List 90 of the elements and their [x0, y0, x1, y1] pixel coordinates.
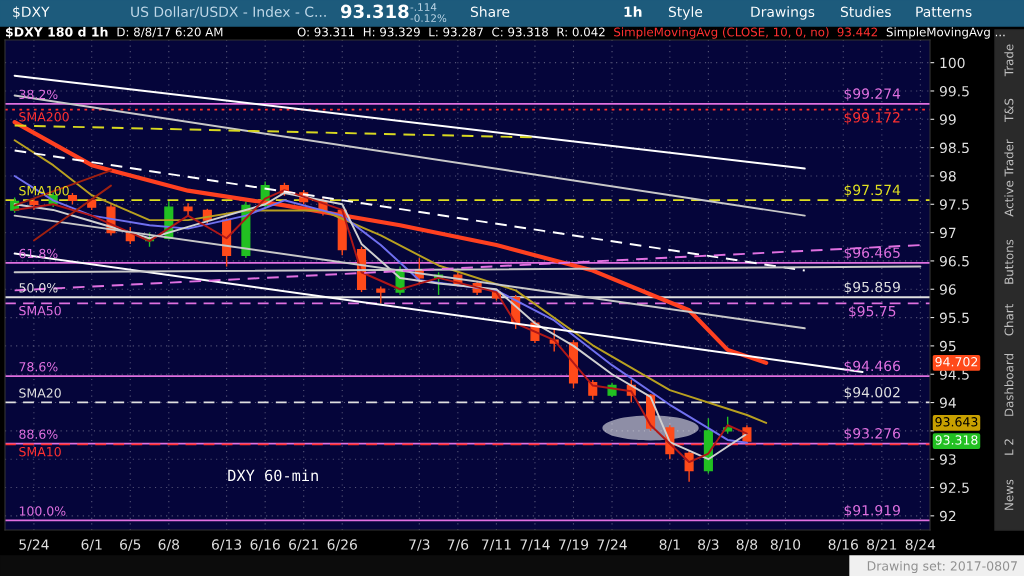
x-tick-label: 8/1 [659, 539, 680, 551]
text: Patterns [916, 6, 972, 18]
chart-title: $DXY 180 d 1h [5, 26, 108, 39]
text: 93.643 [935, 417, 978, 427]
annotation: SMA20 [19, 388, 61, 398]
x-tick-label: 8/21 [867, 539, 897, 551]
x-tick-label: 7/11 [481, 539, 511, 551]
text: US Dollar/USDX - Index - C... [131, 6, 326, 19]
ref-line-label: $96.465 [844, 247, 900, 260]
x-tick-label: 6/1 [81, 539, 102, 551]
annotation: 88.6% [19, 429, 58, 439]
annotation: 50.0% [19, 283, 58, 293]
text: -.114 [410, 3, 437, 11]
text: Style [668, 6, 703, 20]
annotation: SMA200 [19, 112, 69, 122]
y-tick-label: 93 [939, 454, 956, 465]
annotation: SMA10 [19, 446, 61, 457]
ref-line-label: $94.466 [844, 360, 901, 374]
text: Buttons [1004, 239, 1014, 284]
text: SimpleMovingAvg (CLOSE, 10, 0, no) [614, 27, 829, 39]
ref-line-label: $99.172 [844, 111, 900, 125]
text: SimpleMovingAvg ... [886, 27, 1005, 39]
text: 1h [624, 6, 642, 17]
ref-line-label: $93.276 [844, 427, 901, 441]
x-tick-label: 6/8 [158, 539, 180, 551]
text: L: 93.287 [429, 27, 483, 37]
annotation: 100.0% [19, 506, 66, 516]
x-tick-label: 8/3 [698, 539, 719, 551]
x-tick-label: 6/16 [250, 539, 280, 551]
ref-line-label: $95.859 [844, 281, 900, 295]
text: O: 93.311 [297, 27, 355, 37]
text: $DXY [13, 6, 50, 19]
x-tick-label: 8/24 [905, 539, 936, 551]
ref-line-label: $91.919 [844, 504, 900, 518]
text: Dashboard [1004, 354, 1014, 416]
text: H: 93.329 [363, 27, 420, 37]
text: 93.442 [837, 27, 877, 37]
annotation: DXY 60-min [228, 469, 318, 482]
y-tick-label: 98 [939, 170, 956, 182]
x-tick-label: 7/24 [597, 539, 627, 551]
x-tick-label: 7/14 [520, 539, 550, 551]
text: 93.318 [935, 435, 978, 445]
text: T&S [1004, 98, 1014, 122]
annotation: SMA50 [19, 305, 61, 316]
text: News [1004, 479, 1014, 510]
text: -0.12% [410, 14, 447, 23]
annotation: 38.2% [19, 89, 58, 100]
text: Trade [1004, 44, 1014, 77]
text: Share [470, 6, 510, 18]
y-tick-label: 100 [940, 57, 965, 69]
text: Drawings [751, 6, 815, 20]
annotation: 78.6% [19, 362, 58, 372]
text: 94.702 [935, 357, 978, 367]
text: 93.318 [340, 4, 409, 19]
y-tick-label: 96.5 [939, 255, 969, 267]
x-tick-label: 8/8 [736, 539, 758, 551]
y-tick-label: 92 [939, 510, 956, 522]
text: Active Trader [1004, 139, 1014, 217]
line-series [13, 139, 768, 424]
x-tick-label: 7/6 [447, 539, 469, 551]
x-tick-label: 7/19 [559, 539, 589, 551]
text: Studies [840, 6, 891, 18]
text: L 2 [1004, 439, 1014, 455]
text: D: 8/8/17 6:20 AM [117, 27, 223, 38]
y-tick-label: 98.5 [939, 142, 969, 154]
y-tick-label: 97 [939, 227, 956, 239]
y-tick-label: 95 [939, 340, 956, 352]
y-tick-label: 92.5 [939, 482, 969, 493]
text: Chart [1004, 304, 1014, 336]
x-tick-label: 6/21 [289, 539, 319, 551]
x-tick-label: 7/3 [409, 539, 430, 551]
ref-line-label: $94.002 [844, 386, 900, 400]
x-tick-label: 6/5 [120, 539, 141, 551]
x-tick-label: 5/24 [19, 539, 49, 551]
text: R: 0.042 [557, 27, 605, 37]
y-tick-label: 94 [939, 397, 956, 409]
y-tick-label: 99 [939, 114, 956, 125]
y-tick-label: 95.5 [939, 312, 969, 324]
ref-line-label: $99.274 [844, 88, 901, 101]
x-tick-label: 8/16 [828, 539, 858, 551]
ref-line-label: $95.75 [849, 305, 896, 319]
x-tick-label: 6/13 [211, 539, 242, 551]
y-tick-label: 96 [939, 284, 956, 295]
text: Drawing set: 2017-0807 [867, 560, 1017, 574]
y-tick-label: 99.5 [939, 85, 969, 97]
x-tick-label: 6/26 [327, 539, 357, 551]
x-tick-label: 8/10 [770, 539, 801, 551]
ref-line-label: $97.574 [844, 184, 901, 197]
y-tick-label: 97.5 [939, 199, 969, 210]
text: C: 93.318 [492, 27, 548, 37]
